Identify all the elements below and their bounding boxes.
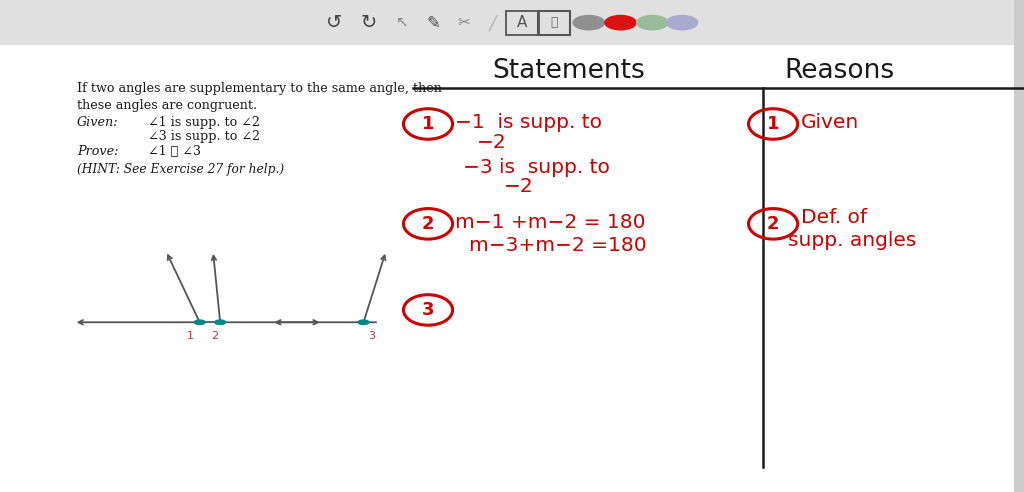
Text: m−3+m−2 =180: m−3+m−2 =180 [469, 236, 646, 254]
Text: ✎: ✎ [426, 14, 440, 31]
Bar [0, 0, 1024, 45]
Text: Prove:: Prove: [77, 145, 118, 158]
Text: these angles are congruent.: these angles are congruent. [77, 99, 257, 112]
Text: 3: 3 [422, 301, 434, 319]
Text: supp. angles: supp. angles [788, 231, 916, 249]
Bar [1014, 0, 1024, 492]
Text: ⛰: ⛰ [550, 16, 558, 29]
Circle shape [214, 319, 226, 325]
Circle shape [604, 15, 637, 31]
Text: 2: 2 [422, 215, 434, 233]
Text: ∠3 is supp. to ∠2: ∠3 is supp. to ∠2 [148, 130, 260, 143]
Circle shape [572, 15, 605, 31]
Text: m−1 +m−2 = 180: m−1 +m−2 = 180 [455, 213, 645, 232]
Text: ↖: ↖ [396, 15, 409, 30]
Text: Reasons: Reasons [784, 58, 895, 84]
Text: 1: 1 [422, 115, 434, 133]
Text: ✂: ✂ [458, 15, 470, 30]
Text: −1  is supp. to: −1 is supp. to [455, 114, 602, 132]
Text: −3 is  supp. to: −3 is supp. to [463, 158, 609, 177]
Text: 2: 2 [767, 215, 779, 233]
Circle shape [636, 15, 669, 31]
Text: 1: 1 [767, 115, 779, 133]
Text: Given:: Given: [77, 116, 119, 128]
Text: ╱: ╱ [488, 14, 497, 31]
Circle shape [357, 319, 370, 325]
Circle shape [666, 15, 698, 31]
Text: ↻: ↻ [360, 13, 377, 32]
Text: −2: −2 [477, 133, 507, 152]
Circle shape [194, 319, 206, 325]
Text: Statements: Statements [492, 58, 645, 84]
Text: 2: 2 [212, 331, 218, 340]
Text: 3: 3 [369, 331, 375, 340]
Text: Def. of: Def. of [801, 208, 866, 227]
Text: (HINT: See Exercise 27 for help.): (HINT: See Exercise 27 for help.) [77, 163, 284, 176]
Text: If two angles are supplementary to the same angle, then: If two angles are supplementary to the s… [77, 82, 441, 95]
Text: ∠1 ≅ ∠3: ∠1 ≅ ∠3 [148, 145, 202, 158]
Text: −2: −2 [504, 178, 534, 196]
Text: Given: Given [801, 114, 859, 132]
Text: ∠1 is supp. to ∠2: ∠1 is supp. to ∠2 [148, 116, 260, 128]
Text: ↺: ↺ [326, 13, 342, 32]
Text: A: A [517, 15, 527, 30]
Text: 1: 1 [187, 331, 194, 340]
